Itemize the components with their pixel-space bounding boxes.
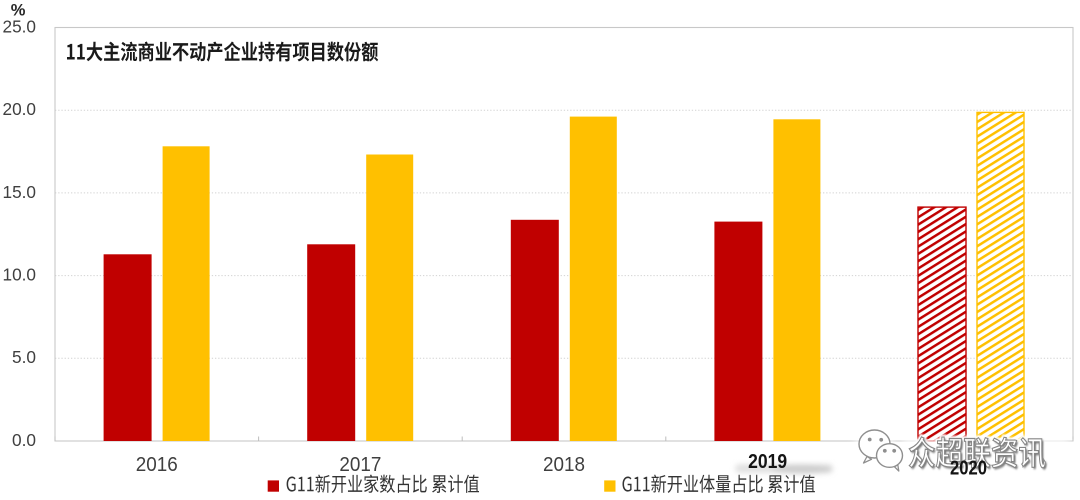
- svg-text:15.0: 15.0: [3, 182, 37, 202]
- svg-text:10.0: 10.0: [3, 265, 37, 285]
- svg-text:25.0: 25.0: [3, 16, 37, 36]
- svg-text:2016: 2016: [136, 453, 178, 476]
- svg-text:2019: 2019: [748, 450, 787, 473]
- svg-text:%: %: [11, 1, 26, 19]
- svg-text:5.0: 5.0: [12, 347, 36, 367]
- svg-text:2018: 2018: [543, 453, 585, 476]
- svg-text:20.0: 20.0: [3, 99, 37, 119]
- svg-text:0.0: 0.0: [12, 430, 36, 450]
- svg-text:2020: 2020: [950, 457, 987, 480]
- svg-text:2017: 2017: [339, 453, 381, 476]
